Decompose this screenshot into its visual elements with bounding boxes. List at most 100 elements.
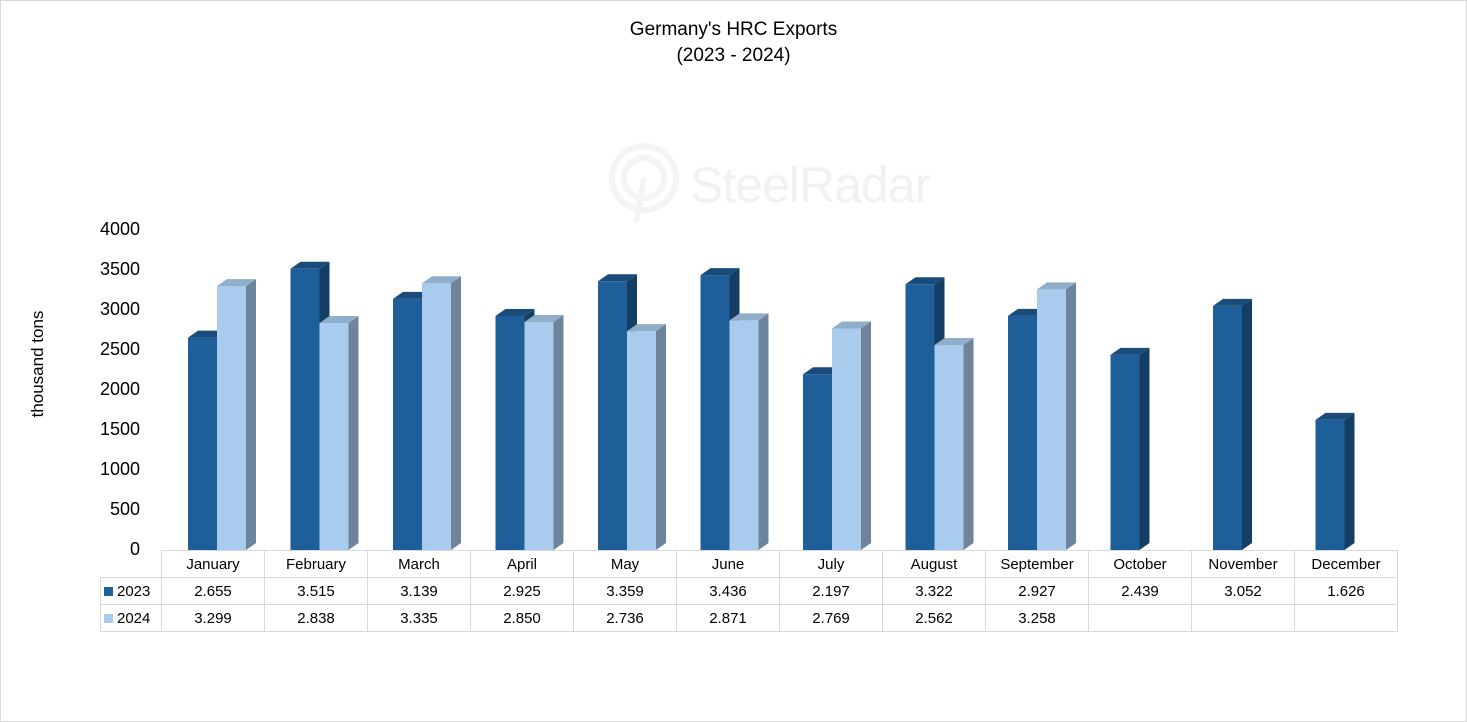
x-tick-label: November bbox=[1191, 550, 1295, 578]
data-label: 3.052 bbox=[1191, 577, 1295, 605]
data-label: 2.197 bbox=[779, 577, 883, 605]
x-tick-label: October bbox=[1088, 550, 1192, 578]
watermark-text: SteelRadar bbox=[690, 157, 931, 213]
data-label: 3.322 bbox=[882, 577, 986, 605]
data-table-row-2024: 2024 3.299 2.838 3.335 2.850 2.736 2.871 2.769 2… bbox=[100, 604, 1398, 632]
data-label: 2.850 bbox=[470, 604, 574, 632]
data-table-row-2023: 2023 2.655 3.515 3.139 2.925 3.359 3.436 2.197 3… bbox=[100, 577, 1398, 605]
bar-top bbox=[319, 315, 359, 323]
data-label: 2.927 bbox=[985, 577, 1089, 605]
bar-2024-april bbox=[524, 315, 564, 550]
bar-top bbox=[217, 279, 256, 287]
y-tick-label: 500 bbox=[109, 499, 140, 519]
bar-front bbox=[290, 268, 320, 550]
bar-top bbox=[905, 277, 945, 285]
bar-front bbox=[700, 275, 730, 550]
legend-entry-2024: 2024 bbox=[100, 604, 162, 632]
bar-top bbox=[729, 313, 769, 321]
data-label: 2.562 bbox=[882, 604, 986, 632]
bar-front bbox=[934, 345, 964, 550]
legend-label: 2024 bbox=[117, 609, 151, 627]
bar-side bbox=[1242, 298, 1252, 550]
data-label: 2.871 bbox=[676, 604, 780, 632]
bar-top bbox=[1315, 412, 1355, 420]
bar-side bbox=[758, 313, 769, 550]
bar-side bbox=[553, 315, 564, 550]
bar-2024-march bbox=[422, 276, 461, 550]
bar-top bbox=[598, 274, 637, 282]
x-tick-label: May bbox=[573, 550, 677, 578]
bar-front bbox=[598, 281, 627, 550]
bar-front bbox=[627, 331, 656, 550]
watermark: SteelRadar bbox=[606, 130, 931, 230]
data-label: 2.736 bbox=[573, 604, 677, 632]
data-label: 2.925 bbox=[470, 577, 574, 605]
bar-side bbox=[246, 279, 256, 550]
bar-top bbox=[290, 261, 330, 269]
y-tick-label: 3500 bbox=[99, 259, 140, 279]
bar-side bbox=[1139, 347, 1150, 550]
chart-subtitle: (2023 - 2024) bbox=[676, 45, 791, 66]
bar-front bbox=[803, 374, 832, 550]
x-tick-label: July bbox=[779, 550, 883, 578]
legend-entry-2023: 2023 bbox=[100, 577, 162, 605]
bar-front bbox=[188, 337, 217, 550]
bar-front bbox=[319, 322, 349, 550]
x-tick-label: February bbox=[264, 550, 368, 578]
x-tick-label: September bbox=[985, 550, 1089, 578]
bar-side bbox=[1344, 412, 1355, 550]
bar-top bbox=[524, 315, 564, 322]
data-label bbox=[1088, 604, 1192, 632]
x-tick-label: January bbox=[161, 550, 265, 578]
chart-title: Germany's HRC Exports bbox=[629, 19, 838, 40]
y-tick-label: 2500 bbox=[99, 339, 140, 359]
legend-swatch bbox=[104, 613, 113, 623]
data-label: 2.838 bbox=[264, 604, 368, 632]
data-label: 2.439 bbox=[1088, 577, 1192, 605]
bar-top bbox=[422, 276, 461, 284]
y-tick-label: 4000 bbox=[99, 219, 140, 239]
data-table: January February March April May June July Augu… bbox=[100, 550, 1398, 632]
bar-top bbox=[1213, 298, 1252, 306]
y-tick-label: 2000 bbox=[99, 379, 140, 399]
bar-front bbox=[1213, 305, 1242, 550]
bar-2024-august bbox=[934, 338, 974, 550]
data-label: 2.655 bbox=[161, 577, 265, 605]
bar-front bbox=[1110, 354, 1140, 550]
bar-front bbox=[217, 286, 246, 550]
data-label: 2.769 bbox=[779, 604, 883, 632]
data-label bbox=[1294, 604, 1398, 632]
bar-side bbox=[656, 324, 666, 550]
data-label bbox=[1191, 604, 1295, 632]
bar-top bbox=[1110, 347, 1150, 355]
x-tick-label: April bbox=[470, 550, 574, 578]
bar-2024-september bbox=[1037, 282, 1076, 550]
bar-side bbox=[963, 338, 974, 550]
data-label: 3.299 bbox=[161, 604, 265, 632]
bar-front bbox=[495, 316, 525, 550]
radar-logo-icon bbox=[609, 143, 679, 223]
data-label: 3.515 bbox=[264, 577, 368, 605]
legend-swatch bbox=[104, 586, 113, 596]
data-label: 3.258 bbox=[985, 604, 1089, 632]
bar-front bbox=[524, 322, 554, 550]
bar-2023-december bbox=[1315, 412, 1355, 550]
bar-front bbox=[1008, 315, 1037, 550]
bar-side bbox=[348, 315, 359, 550]
y-tick-label: 3000 bbox=[99, 299, 140, 319]
data-table-header-row: January February March April May June July Augu… bbox=[100, 550, 1398, 578]
x-tick-label: August bbox=[882, 550, 986, 578]
bar-top bbox=[700, 268, 740, 276]
bar-top bbox=[1037, 282, 1076, 290]
data-label: 1.626 bbox=[1294, 577, 1398, 605]
bar-front bbox=[422, 283, 451, 550]
bar-front bbox=[729, 320, 759, 550]
bar-top bbox=[832, 321, 871, 329]
bar-2024-july bbox=[832, 321, 871, 550]
bar-front bbox=[1037, 289, 1066, 550]
x-tick-label: June bbox=[676, 550, 780, 578]
bar-front bbox=[905, 284, 935, 550]
bar-2024-may bbox=[627, 324, 666, 550]
x-tick-label: December bbox=[1294, 550, 1398, 578]
